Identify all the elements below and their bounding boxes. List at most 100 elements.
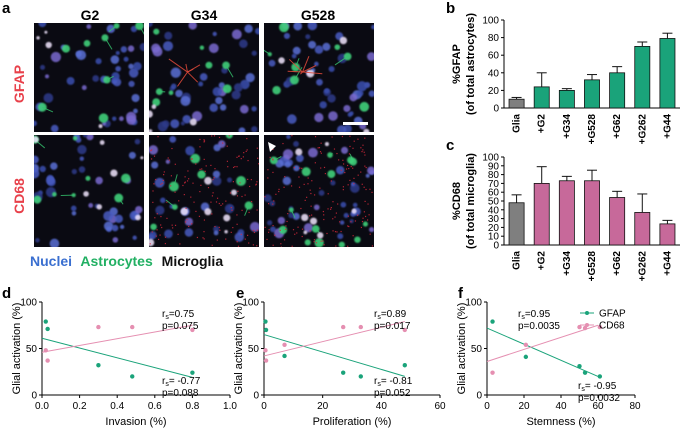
nucleus-spot [92,75,99,82]
cd68-speckle [369,189,370,190]
nucleus-spot [293,22,302,31]
cd68-speckle [247,149,248,150]
cd68-speckle [175,164,176,165]
microglia-spot [96,204,102,210]
legend-astrocytes: Astrocytes [80,253,153,269]
category-label: +G62 [612,114,623,139]
cd68-speckle [199,139,200,140]
p-value: p=0.0035 [518,321,560,332]
category-label: +G62 [612,251,623,276]
nucleus-spot [50,162,57,169]
nucleus-spot [155,206,164,215]
rs-value: =0.95 [525,309,551,320]
nucleus-spot [103,211,113,221]
cd68-speckle [227,161,228,162]
cd68-speckle [195,211,196,212]
cd68-speckle [222,142,223,143]
rs-annotation: rs=0.75 [162,309,195,321]
cd68-speckle [284,239,285,240]
microglia-spot [295,148,302,155]
cd68-speckle [246,138,247,139]
cd68-speckle [197,237,198,238]
nucleus-spot [82,85,87,90]
cd68-speckle [237,195,238,196]
cd68-speckle [350,221,351,222]
bar [534,183,549,245]
cd68-speckle [256,181,257,182]
bar [610,197,625,245]
x-tick-label: 0.0 [35,401,49,412]
y-tick-label: 0 [31,391,37,402]
cd68-speckle [212,195,213,196]
category-label: Glia [512,251,523,270]
x-tick-label: 1.0 [223,401,237,412]
y-tick-label: 100 [482,16,499,27]
cd68-speckle [354,141,355,142]
nucleus-spot [79,166,85,172]
cd68-speckle [343,189,344,190]
nucleus-spot [232,90,241,99]
cd68-speckle [157,213,158,214]
astrocyte-spot [33,196,41,204]
cd68-speckle [212,179,213,180]
cd68-speckle [156,229,157,230]
nucleus-spot [343,105,350,112]
nucleus-spot [95,177,103,185]
nucleus-spot [337,233,343,239]
cd68-speckle [323,219,324,220]
astrocyte-spot [334,44,340,50]
cd68-speckle [347,246,348,247]
cd68-speckle [372,245,373,246]
x-tick-label: 40 [376,401,388,412]
cd68-speckle [331,180,332,181]
nucleus-spot [72,211,77,216]
cd68-speckle [280,243,281,244]
cd68-speckle [335,245,336,246]
cd68-speckle [182,185,183,186]
cd68-speckle [362,218,363,219]
cd68-speckle [311,206,312,207]
cd68-speckle [272,225,273,226]
cd68-speckle [236,166,237,167]
cd68-speckle [371,192,372,193]
category-label: Glia [512,114,523,133]
x-axis-title: Proliferation (%) [313,416,392,428]
nucleus-spot [213,87,222,96]
cd68-speckle [344,172,345,173]
cd68-speckle [172,225,173,226]
nucleus-spot [353,203,358,208]
nucleus-spot [215,97,222,104]
astrocyte-spot [84,40,91,47]
nucleus-spot [213,32,217,36]
cd68-speckle [152,202,153,203]
microglia-spot [223,214,230,221]
cd68-speckle [326,233,327,234]
category-label: +G262 [637,114,648,145]
cd68-speckle [278,189,279,190]
cd68-speckle [253,230,254,231]
cd68-speckle [249,186,250,187]
p-value: p=0.017 [374,321,411,332]
nucleus-spot [255,28,262,35]
nucleus-spot [283,149,293,159]
cd68-speckle [268,232,269,233]
p-value: p=0.052 [374,388,411,399]
micrograph-tile [31,19,148,132]
microglia-spot [310,218,317,225]
data-point-cd68 [524,343,528,347]
cd68-speckle [353,235,354,236]
micrograph-content [147,131,260,247]
data-point-gfap [403,363,407,367]
cd68-speckle [310,190,311,191]
cd68-speckle [162,183,163,184]
cd68-speckle [187,180,188,181]
nucleus-spot [267,220,272,225]
nucleus-spot [71,206,77,212]
cd68-speckle [214,177,215,178]
nucleus-spot [129,152,136,159]
astrocyte-spot [197,170,205,178]
microglia-spot [301,214,308,221]
cd68-speckle [232,227,233,228]
cd68-speckle [156,236,157,237]
data-point-gfap [583,370,587,374]
